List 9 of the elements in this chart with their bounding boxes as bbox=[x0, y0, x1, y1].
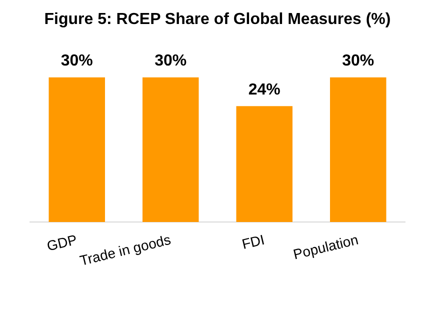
x-tick-label: Population bbox=[292, 231, 360, 262]
x-tick-label: FDI bbox=[240, 231, 266, 252]
data-label: 30% bbox=[154, 52, 187, 70]
x-tick-label: GDP bbox=[45, 231, 78, 254]
data-label: 30% bbox=[60, 52, 93, 70]
chart-title: Figure 5: RCEP Share of Global Measures (%) bbox=[44, 11, 391, 28]
data-label: 30% bbox=[342, 52, 374, 70]
data-label: 24% bbox=[248, 82, 280, 99]
x-tick-label: Trade in goods bbox=[78, 231, 172, 268]
